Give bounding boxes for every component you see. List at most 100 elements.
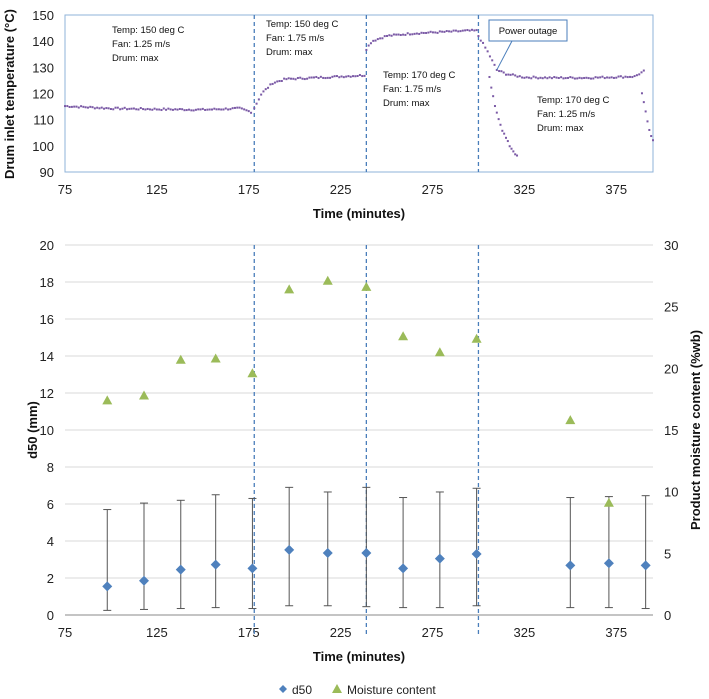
annotation-phase-3-line-3: Drum: max — [383, 98, 430, 109]
moisture-point — [361, 281, 372, 291]
temperature-point — [452, 29, 455, 32]
temperature-point — [66, 105, 69, 108]
temperature-point — [514, 153, 517, 156]
temperature-point — [420, 31, 423, 34]
temperature-point — [119, 108, 122, 111]
d50-y-tick-label: 20 — [40, 238, 54, 253]
temperature-point — [77, 106, 80, 109]
temperature-point — [518, 75, 521, 78]
temperature-point — [238, 106, 241, 109]
d50-gridlines — [65, 244, 653, 579]
temperature-point — [612, 76, 615, 79]
moisture-point — [322, 275, 333, 285]
temperature-point — [650, 135, 653, 138]
temperature-point — [615, 76, 618, 79]
temperature-point — [222, 108, 225, 111]
d50-y-tick-label: 14 — [40, 349, 54, 364]
temperature-point — [431, 31, 434, 34]
temperature-point — [167, 107, 170, 110]
d50-point — [102, 581, 113, 592]
annotation-phase-4-line-2: Fan: 1.25 m/s — [537, 109, 595, 120]
temperature-chart: 90 100 110 120 130 140 150 75 125 175 225 275 325 37… — [2, 8, 654, 221]
temperature-point — [576, 77, 579, 80]
temperature-point — [411, 33, 414, 36]
temperature-point — [516, 75, 519, 78]
moisture-y-tick-label: 10 — [664, 485, 678, 500]
power-outage-callout-label: Power outage — [499, 26, 558, 37]
d50-y-tick-label: 18 — [40, 275, 54, 290]
temperature-point — [495, 111, 498, 114]
temperature-point — [324, 77, 327, 80]
temperature-point — [369, 42, 372, 45]
moisture-point — [247, 368, 258, 378]
d50-point — [322, 548, 333, 559]
temperature-point — [75, 105, 78, 108]
temperature-point — [445, 30, 448, 33]
temperature-y-tick-label: 90 — [40, 165, 54, 180]
d50-point — [471, 548, 482, 559]
temperature-point — [326, 76, 329, 79]
temperature-point — [461, 29, 464, 32]
temperature-point — [174, 108, 177, 111]
temperature-point — [532, 75, 535, 78]
temperature-point — [488, 55, 491, 58]
temperature-point — [548, 76, 551, 79]
temperature-plot-area — [64, 14, 654, 173]
power-outage-callout: Power outage — [488, 19, 568, 71]
temperature-point — [64, 105, 66, 108]
temperature-point — [629, 75, 632, 78]
temperature-point — [142, 108, 145, 111]
temperature-point — [257, 98, 260, 101]
temperature-point — [390, 34, 393, 37]
d50-point — [603, 558, 614, 569]
temperature-point — [622, 76, 625, 79]
temperature-point — [183, 109, 186, 112]
temperature-point — [596, 76, 599, 79]
temperature-point — [492, 95, 495, 98]
temperature-point — [294, 78, 297, 81]
temperature-point — [560, 76, 563, 79]
temperature-point — [379, 37, 382, 40]
temperature-point — [477, 35, 480, 38]
temperature-point — [502, 71, 505, 74]
d50-y-axis-title: d50 (mm) — [25, 401, 40, 459]
temperature-point — [215, 108, 218, 111]
temperature-point — [70, 105, 73, 108]
temperature-point — [211, 108, 213, 111]
temperature-point — [503, 132, 506, 135]
temperature-point — [594, 76, 597, 79]
temperature-point — [91, 106, 94, 109]
temperature-point — [573, 77, 576, 80]
temperature-point — [255, 102, 258, 105]
annotation-phase-3-line-1: Temp: 170 deg C — [383, 70, 455, 81]
temperature-point — [624, 75, 627, 78]
temperature-point — [171, 108, 174, 111]
moisture-point — [398, 331, 409, 341]
d50-phase-boundaries — [253, 245, 480, 637]
temperature-point — [290, 77, 293, 80]
temperature-y-tick-label: 110 — [33, 113, 54, 128]
temperature-point — [299, 76, 302, 79]
temperature-point — [206, 108, 209, 111]
legend-d50-marker — [279, 685, 287, 693]
temperature-point — [457, 30, 460, 33]
temperature-point — [229, 108, 232, 111]
moisture-point — [603, 497, 614, 507]
temperature-point — [550, 77, 553, 80]
moisture-point — [434, 347, 445, 357]
temperature-point — [468, 29, 471, 32]
temperature-point — [367, 44, 370, 47]
temperature-series — [64, 28, 654, 157]
d50-point — [139, 575, 150, 586]
d50-y-tick-label: 10 — [40, 423, 54, 438]
temperature-point — [608, 76, 611, 79]
temperature-point — [640, 71, 643, 74]
temperature-point — [188, 108, 191, 111]
temperature-point — [199, 108, 202, 111]
temperature-point — [158, 108, 161, 111]
temperature-point — [557, 76, 560, 79]
moisture-point — [210, 353, 221, 363]
d50-x-axis-title: Time (minutes) — [313, 649, 405, 664]
temperature-y-tick-label: 100 — [32, 139, 54, 154]
temperature-point — [578, 76, 581, 79]
